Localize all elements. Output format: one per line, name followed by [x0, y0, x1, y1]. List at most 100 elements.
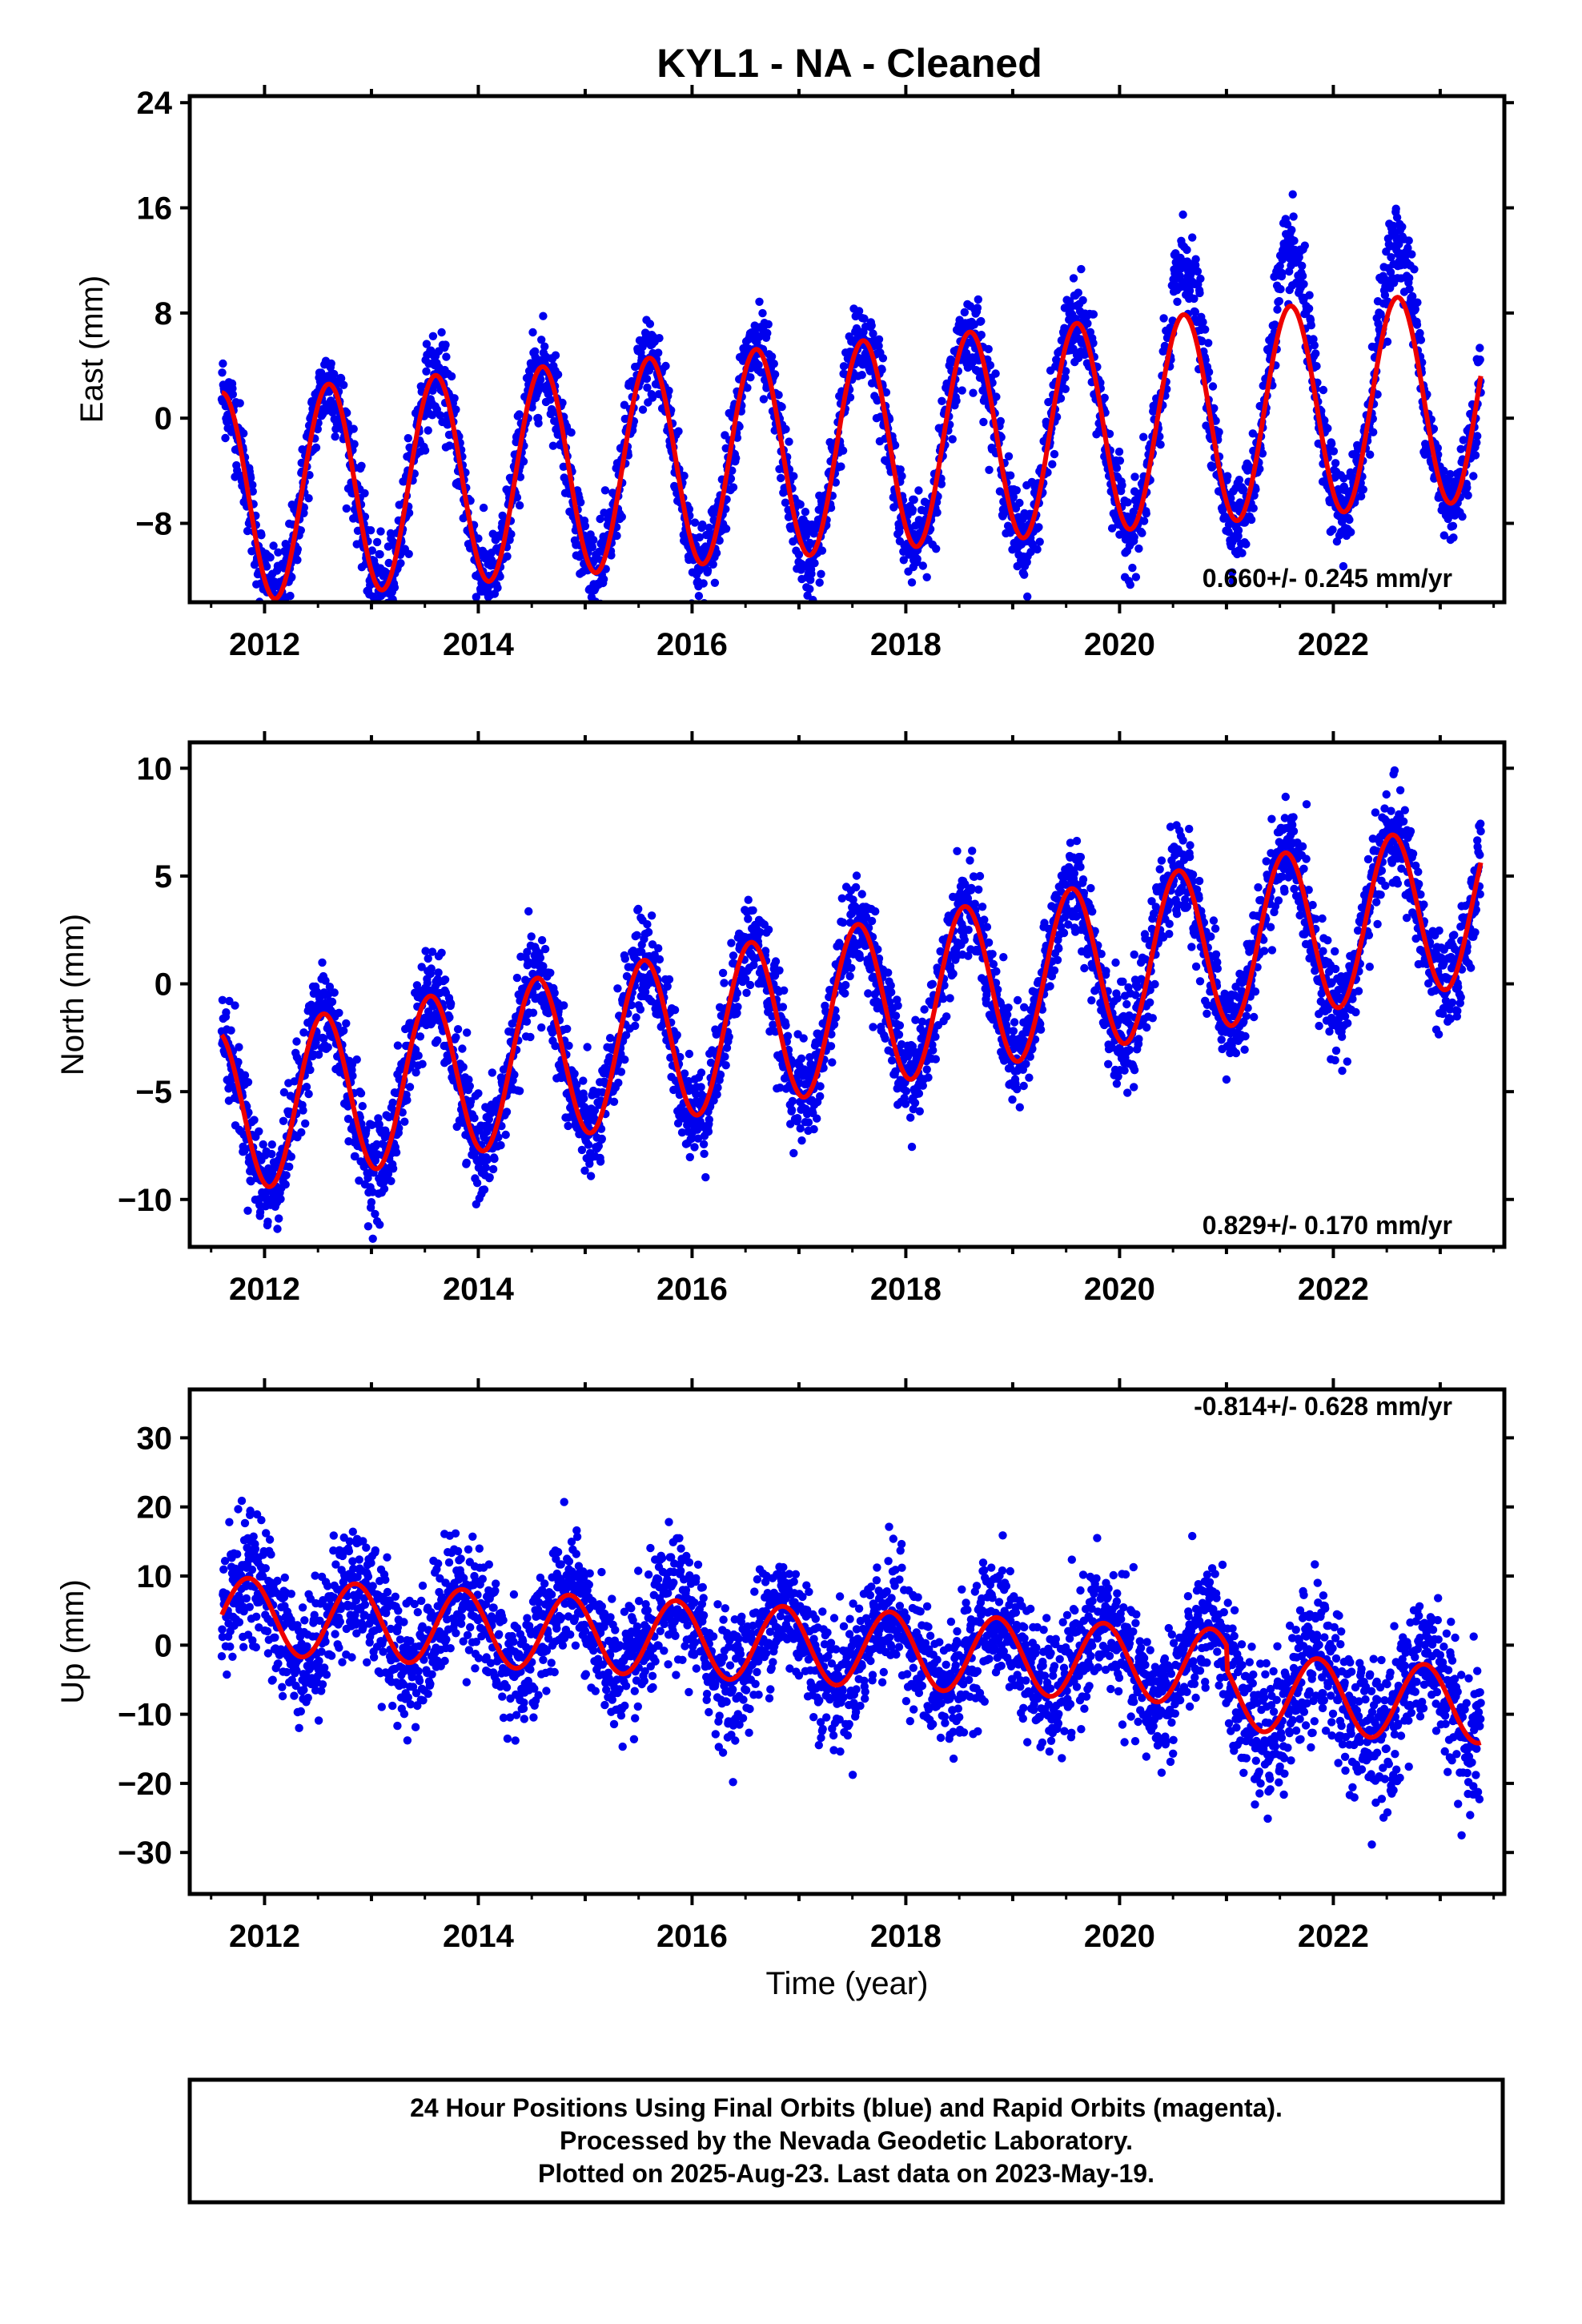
data-point	[605, 1034, 615, 1043]
data-point	[564, 1041, 573, 1051]
data-point	[393, 1041, 403, 1050]
data-point	[512, 973, 522, 983]
data-point	[472, 1179, 482, 1188]
data-point	[262, 562, 271, 571]
data-point	[1331, 459, 1340, 468]
data-point	[1173, 297, 1182, 306]
data-point	[421, 947, 430, 955]
data-point	[874, 335, 884, 344]
data-point	[1415, 328, 1424, 338]
east-x-ticks: 2012 2014 2016 2018 2020 2022	[210, 85, 1496, 662]
data-point	[304, 494, 313, 503]
data-point	[991, 369, 1000, 378]
data-point	[1201, 325, 1210, 334]
data-point	[1004, 452, 1014, 460]
data-point	[450, 394, 459, 403]
data-point	[937, 480, 946, 489]
data-point	[1066, 301, 1075, 310]
data-point	[1118, 480, 1126, 490]
data-point	[587, 616, 595, 624]
data-point	[713, 1083, 722, 1092]
data-point	[583, 1043, 592, 1051]
data-point	[1476, 344, 1484, 352]
data-point	[275, 1214, 283, 1223]
data-point	[1356, 492, 1366, 501]
data-point	[1411, 305, 1420, 314]
data-point	[1056, 394, 1066, 403]
data-point	[676, 1052, 685, 1062]
data-point	[375, 619, 383, 627]
data-point	[265, 614, 273, 622]
data-point	[661, 361, 670, 371]
data-point	[607, 551, 616, 560]
data-point	[299, 1106, 307, 1115]
data-point	[1319, 385, 1328, 395]
east-model-curve	[221, 295, 1484, 601]
data-point	[690, 1143, 699, 1152]
data-point	[1389, 221, 1398, 231]
data-point	[400, 1117, 409, 1126]
data-point	[1034, 523, 1043, 532]
data-point	[286, 591, 295, 601]
data-point	[1310, 341, 1319, 350]
data-point	[1251, 485, 1260, 494]
data-point	[218, 368, 227, 377]
data-point	[246, 473, 255, 482]
data-point	[627, 1000, 636, 1010]
data-point	[1061, 384, 1070, 393]
data-point	[234, 1058, 243, 1067]
data-point	[267, 1140, 276, 1149]
data-point	[570, 1069, 579, 1079]
data-point	[918, 561, 928, 570]
data-point	[276, 1195, 285, 1204]
data-point	[572, 1080, 581, 1089]
data-point	[642, 374, 652, 384]
data-point	[418, 1059, 427, 1068]
data-point	[838, 446, 848, 455]
data-point	[1410, 265, 1419, 274]
data-point	[548, 441, 558, 450]
data-point	[673, 1031, 681, 1039]
data-point	[632, 931, 641, 940]
data-point	[1387, 253, 1395, 262]
data-point	[405, 1083, 415, 1092]
data-point	[609, 1097, 619, 1107]
data-point	[1208, 382, 1218, 391]
data-point	[1347, 528, 1355, 537]
data-point	[395, 1124, 404, 1133]
data-point	[267, 608, 275, 616]
data-point	[729, 483, 738, 492]
data-point	[496, 1140, 505, 1150]
data-point	[580, 1094, 588, 1103]
data-point	[301, 1119, 310, 1128]
data-point	[1307, 321, 1316, 330]
data-point	[445, 1013, 454, 1022]
data-point	[705, 523, 713, 533]
data-point	[709, 560, 717, 569]
east-plot-area	[217, 190, 1485, 627]
data-point	[1223, 472, 1232, 480]
data-point	[1405, 274, 1414, 283]
data-point	[1376, 310, 1385, 319]
data-point	[789, 472, 798, 480]
data-point	[695, 533, 704, 542]
data-point	[1391, 204, 1400, 213]
data-point	[269, 541, 278, 550]
data-point	[715, 536, 724, 545]
data-point	[537, 336, 546, 344]
data-point	[285, 1162, 294, 1172]
data-point	[705, 615, 713, 623]
data-point	[596, 514, 604, 524]
data-point	[485, 1173, 494, 1182]
data-point	[1328, 525, 1337, 534]
data-point	[781, 424, 790, 434]
data-point	[523, 947, 532, 956]
data-point	[1275, 296, 1284, 306]
east-y-axis-label: East (mm)	[74, 275, 110, 423]
data-point	[277, 613, 285, 621]
data-point	[472, 593, 480, 601]
data-point	[1369, 428, 1378, 436]
data-point	[1239, 485, 1248, 494]
data-point	[239, 1147, 249, 1156]
